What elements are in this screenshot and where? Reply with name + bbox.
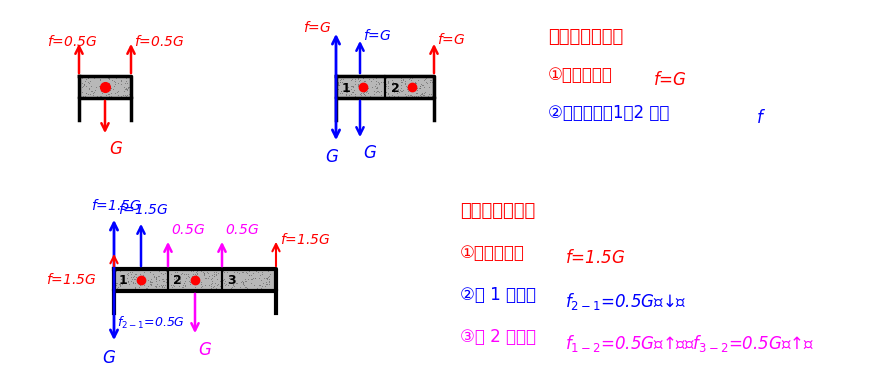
Text: $f$=$G$: $f$=$G$ [437, 33, 465, 47]
FancyBboxPatch shape [222, 269, 276, 291]
Text: $f_{2-1}$=0.5$G$（↓）: $f_{2-1}$=0.5$G$（↓） [565, 291, 687, 312]
Text: ②对 1 分析：: ②对 1 分析： [460, 286, 536, 304]
Text: 1: 1 [119, 275, 128, 288]
Text: 先整体，再隔离: 先整体，再隔离 [548, 28, 623, 46]
Text: 先整体，再隔离: 先整体，再隔离 [460, 202, 535, 220]
Text: 2: 2 [391, 82, 400, 95]
Text: $f$=0.5$G$: $f$=0.5$G$ [134, 33, 185, 49]
Text: $G$: $G$ [363, 144, 377, 162]
Text: 2: 2 [173, 275, 182, 288]
Text: ③对 2 分析：: ③对 2 分析： [460, 328, 536, 346]
Text: $f$: $f$ [756, 109, 766, 127]
FancyBboxPatch shape [114, 269, 168, 291]
FancyBboxPatch shape [79, 76, 131, 98]
FancyBboxPatch shape [385, 76, 434, 98]
Text: $f$=1.5$G$: $f$=1.5$G$ [117, 202, 169, 217]
Text: $f$=1.5$G$: $f$=1.5$G$ [565, 249, 625, 267]
Text: $f_{2-1}$=0.5$G$: $f_{2-1}$=0.5$G$ [117, 315, 185, 331]
Text: $f$=1.5$G$: $f$=1.5$G$ [91, 198, 141, 213]
Text: $f$=0.5$G$: $f$=0.5$G$ [47, 33, 98, 49]
Text: $f$=$G$: $f$=$G$ [653, 71, 687, 89]
Text: ①整体分析：: ①整体分析： [548, 66, 613, 84]
Text: 1: 1 [342, 82, 351, 95]
Text: $f$=1.5$G$: $f$=1.5$G$ [280, 231, 330, 247]
Text: ①整体分析：: ①整体分析： [460, 244, 525, 262]
Text: $G$: $G$ [102, 349, 116, 367]
Text: $f$=$G$: $f$=$G$ [363, 28, 391, 44]
Text: 0.5$G$: 0.5$G$ [225, 223, 259, 237]
FancyBboxPatch shape [336, 76, 385, 98]
Text: 0.5$G$: 0.5$G$ [171, 223, 205, 237]
Text: $G$: $G$ [109, 140, 123, 158]
FancyBboxPatch shape [168, 269, 222, 291]
Text: $f_{1-2}$=0.5$G$（↑），$f_{3-2}$=0.5$G$（↑）: $f_{1-2}$=0.5$G$（↑），$f_{3-2}$=0.5$G$（↑） [565, 333, 814, 354]
Text: $G$: $G$ [198, 341, 212, 359]
Text: $G$: $G$ [325, 148, 339, 166]
Text: $f$=1.5$G$: $f$=1.5$G$ [46, 272, 96, 288]
Text: 3: 3 [227, 275, 236, 288]
Text: $f$=$G$: $f$=$G$ [304, 21, 332, 36]
Text: ②隔离分析：1、2 间无: ②隔离分析：1、2 间无 [548, 104, 669, 122]
